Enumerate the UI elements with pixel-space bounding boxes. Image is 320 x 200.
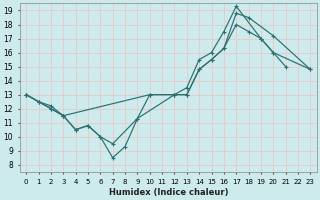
X-axis label: Humidex (Indice chaleur): Humidex (Indice chaleur) [108,188,228,197]
